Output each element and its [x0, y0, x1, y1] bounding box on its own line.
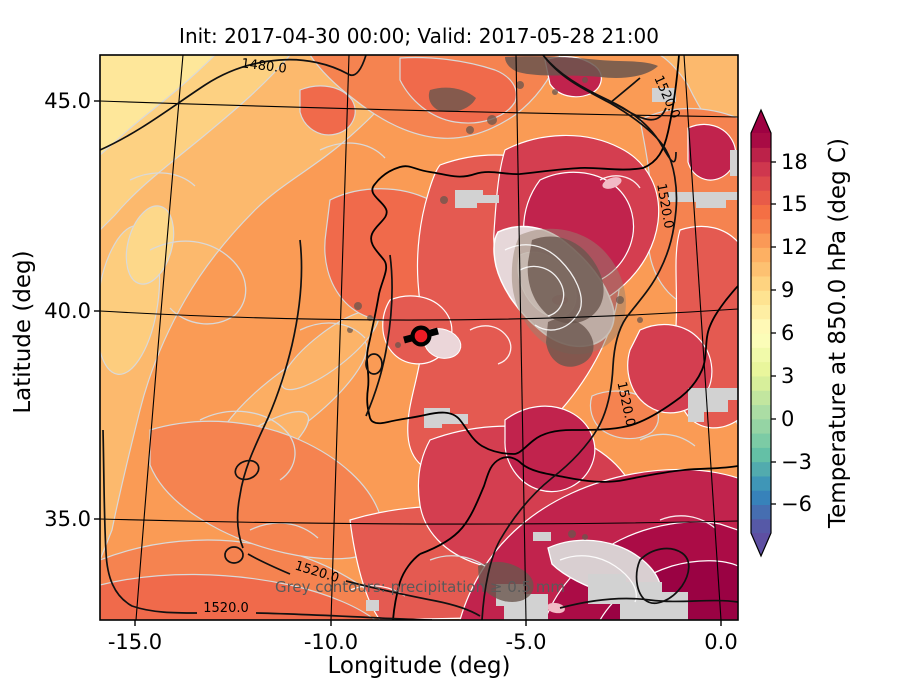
colorbar-band	[751, 390, 771, 406]
colorbar-band	[751, 475, 771, 491]
graticule	[100, 55, 738, 620]
colorbar-band	[751, 133, 771, 148]
colorbar-band	[751, 333, 771, 348]
colorbar-tick-label: 0	[781, 407, 794, 431]
y-tick-label: 45.0	[44, 89, 91, 113]
colorbar-band	[751, 218, 771, 234]
axes-border	[99, 54, 739, 621]
station-marker	[403, 325, 439, 347]
colorbar-band	[751, 490, 771, 506]
colorbar-tick-label: 12	[781, 235, 808, 259]
colorbar-band	[751, 433, 771, 448]
colorbar-gradient	[751, 133, 771, 533]
x-tick-label: -5.0	[506, 630, 547, 654]
temperature-contour-lines-white	[349, 175, 716, 603]
colorbar-tick-label: 18	[781, 150, 808, 174]
y-axis-label: Latitude (deg)	[10, 250, 36, 413]
colorbar-band	[751, 447, 771, 463]
colorbar-band	[751, 147, 771, 163]
colorbar-tick-label: −3	[781, 450, 812, 474]
x-tick-label: 0.0	[704, 630, 737, 654]
x-tick-label: -15.0	[108, 630, 162, 654]
colorbar-band	[751, 347, 771, 363]
coastline	[366, 55, 738, 620]
colorbar-band	[751, 190, 771, 206]
colorbar-band	[751, 318, 771, 334]
y-tick-label: 40.0	[44, 299, 91, 323]
colorbar: 18 15 12 9 6 3 0 −3 −6 Temperature at 85…	[750, 108, 851, 558]
colorbar-band	[751, 261, 771, 277]
colorbar-tick-label: 3	[781, 364, 794, 388]
colorbar-outline	[750, 108, 772, 558]
axis-ticks	[94, 100, 722, 626]
colorbar-axis-label: Temperature at 850.0 hPa (deg C)	[825, 138, 851, 529]
meridian-minus15	[135, 55, 184, 620]
precipitation-annotation: Grey contours: precipitation ≥ 0.5 mm	[275, 578, 565, 596]
colorbar-band	[751, 204, 771, 220]
colorbar-band	[751, 361, 771, 377]
precipitation-shading	[347, 56, 658, 602]
colorbar-tick-label: −6	[781, 492, 812, 516]
colorbar-band	[751, 247, 771, 263]
colorbar-band	[751, 404, 771, 420]
parallel-40	[100, 308, 738, 321]
colorbar-over-arrow	[751, 110, 771, 133]
colorbar-band	[751, 461, 771, 477]
colorbar-band	[751, 518, 771, 533]
meridian-minus10	[330, 55, 350, 620]
contour-label-1520-e: 1520.0	[203, 601, 249, 616]
colorbar-tick-label: 9	[781, 278, 794, 302]
parallel-45	[100, 100, 738, 118]
colorbar-band	[751, 161, 771, 177]
x-tick-labels: -15.0 -10.0 -5.0 0.0	[108, 630, 738, 654]
meridian-minus5	[515, 55, 527, 620]
colorbar-band	[751, 375, 771, 391]
y-tick-label: 35.0	[44, 507, 91, 531]
colorbar-band	[751, 304, 771, 320]
colorbar-band	[751, 275, 771, 291]
colorbar-band	[751, 175, 771, 191]
plot-title: Init: 2017-04-30 00:00; Valid: 2017-05-2…	[179, 24, 659, 48]
colorbar-under-arrow	[751, 533, 771, 556]
parallel-35	[100, 518, 738, 525]
y-tick-labels: 45.0 40.0 35.0	[44, 89, 91, 531]
colorbar-ticks	[771, 161, 776, 505]
colorbar-band	[751, 418, 771, 434]
colorbar-band	[751, 504, 771, 520]
x-axis-label: Longitude (deg)	[327, 653, 510, 679]
x-tick-label: -10.0	[304, 630, 358, 654]
meridian-0	[683, 55, 722, 620]
colorbar-tick-label: 15	[781, 192, 808, 216]
colorbar-band	[751, 290, 771, 306]
colorbar-tick-label: 6	[781, 321, 794, 345]
colorbar-tick-labels: 18 15 12 9 6 3 0 −3 −6	[781, 150, 812, 516]
map-plot-area: 1480.0 1520.0 1520.0 1520.0 1520.0 1520.…	[100, 55, 738, 620]
colorbar-band	[751, 233, 771, 248]
contour-label-1480: 1480.0	[240, 56, 287, 76]
temperature-contour-lines-light	[129, 142, 696, 567]
